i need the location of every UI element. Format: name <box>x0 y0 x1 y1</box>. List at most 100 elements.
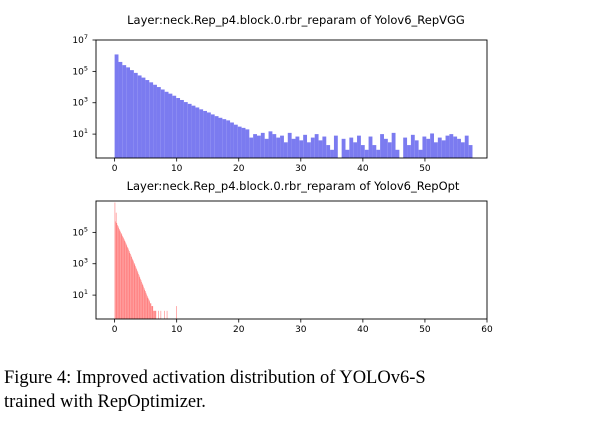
x-tick-label: 10 <box>171 325 183 335</box>
histogram-bar <box>117 224 118 319</box>
histogram-bar <box>291 138 296 158</box>
histogram-bar <box>158 310 159 319</box>
histogram-bar <box>156 87 161 158</box>
histogram-bar <box>299 140 304 158</box>
histogram-bar <box>464 135 469 158</box>
histogram-bar <box>143 286 144 319</box>
chart-repopt: Layer:neck.Rep_p4.block.0.rbr_reparam of… <box>72 179 493 335</box>
histogram-bar <box>395 149 400 158</box>
histogram-bar <box>360 145 365 158</box>
histogram-bar <box>256 135 261 158</box>
histogram-bar <box>117 226 119 319</box>
histogram-bar <box>144 289 146 319</box>
histogram-bar <box>130 70 134 158</box>
histogram-bar <box>314 134 319 158</box>
histogram-bar <box>426 138 431 158</box>
histogram-bar <box>403 137 408 158</box>
histogram-bar <box>303 134 308 158</box>
histogram-bar <box>407 145 411 158</box>
histogram-bar <box>129 252 131 319</box>
histogram-bar <box>150 303 152 319</box>
histogram-bar <box>387 142 392 158</box>
x-tick-label: 50 <box>419 164 431 174</box>
histogram-bar <box>160 310 162 319</box>
chart-repvgg-plot-frame <box>95 39 488 159</box>
chart-repopt-title: Layer:neck.Rep_p4.block.0.rbr_reparam of… <box>127 179 460 193</box>
histogram-bar <box>280 135 284 158</box>
x-tick-label: 60 <box>481 325 493 335</box>
histogram-bar <box>199 109 204 158</box>
histogram-bar <box>145 80 150 158</box>
histogram-bar <box>237 126 242 158</box>
histogram-bar <box>141 281 142 319</box>
histogram-bar <box>133 72 138 158</box>
figure-caption: Figure 4: Improved activation distributi… <box>4 366 584 414</box>
y-tick-label: 107 <box>72 33 88 46</box>
figure: Layer:neck.Rep_p4.block.0.rbr_reparam of… <box>72 13 493 335</box>
histogram-bar <box>122 235 123 319</box>
histogram-bar <box>349 137 354 158</box>
histogram-bar <box>140 278 141 319</box>
histogram-bar <box>128 249 129 319</box>
histogram-bar <box>127 246 128 319</box>
chart-repopt-plot-frame <box>95 200 488 320</box>
histogram-bar <box>307 142 311 158</box>
histogram-bar <box>203 110 207 158</box>
y-tick-label: 103 <box>72 257 88 270</box>
histogram-bar <box>121 234 123 319</box>
histogram-bar <box>253 134 257 158</box>
histogram-bar <box>141 283 143 319</box>
histogram-bar <box>135 267 137 319</box>
y-tick-label: 101 <box>72 127 88 140</box>
histogram-bar <box>151 306 152 319</box>
histogram-bar <box>245 129 250 158</box>
histogram-bar <box>468 145 473 158</box>
histogram-bar <box>168 93 173 158</box>
x-tick-label: 0 <box>112 325 118 335</box>
histogram-bar <box>391 132 396 158</box>
histogram-bar <box>115 212 117 319</box>
y-tick-label: 101 <box>72 288 88 301</box>
histogram-bar <box>457 138 461 158</box>
histogram-bar <box>164 310 165 319</box>
histogram-bar <box>115 221 116 319</box>
histogram-bar <box>318 140 323 158</box>
histogram-bar <box>134 264 136 319</box>
histogram-bar <box>330 149 334 158</box>
histogram-bar <box>136 270 138 319</box>
histogram-bar <box>164 91 169 158</box>
histogram-bar <box>322 136 327 158</box>
histogram-bar <box>120 231 121 319</box>
histogram-bar <box>283 142 288 158</box>
histogram-bar <box>176 306 177 319</box>
histogram-bar <box>172 95 177 158</box>
histogram-bar <box>137 272 139 319</box>
histogram-bar <box>414 140 419 158</box>
histogram-bar <box>118 227 119 319</box>
histogram-bar <box>153 310 155 319</box>
histogram-bar <box>127 248 129 319</box>
histogram-bar <box>437 137 442 158</box>
histogram-bar <box>153 310 154 319</box>
y-tick-label: 105 <box>72 225 88 238</box>
histogram-bar <box>345 149 350 158</box>
histogram-bar <box>151 306 153 319</box>
histogram-bar <box>126 245 128 319</box>
histogram-bar <box>326 145 331 158</box>
histogram-bar <box>154 310 156 319</box>
histogram-bar <box>364 149 369 158</box>
chart-repopt-axes: 0 10 20 30 40 50 60 101 103 105 <box>72 225 493 335</box>
histogram-bar <box>154 310 155 319</box>
histogram-bar <box>180 99 184 158</box>
caption-line-1: Figure 4: Improved activation distributi… <box>4 368 426 388</box>
histogram-bar <box>222 119 227 158</box>
histogram-bar <box>357 135 361 158</box>
chart-repvgg-title: Layer:neck.Rep_p4.block.0.rbr_reparam of… <box>127 13 465 27</box>
histogram-bar <box>133 261 134 319</box>
histogram-bar <box>206 112 211 158</box>
x-tick-label: 40 <box>357 164 369 174</box>
x-tick-label: 50 <box>419 325 431 335</box>
histogram-bar <box>149 82 154 158</box>
histogram-bar <box>380 134 384 158</box>
histogram-bar <box>155 310 157 319</box>
